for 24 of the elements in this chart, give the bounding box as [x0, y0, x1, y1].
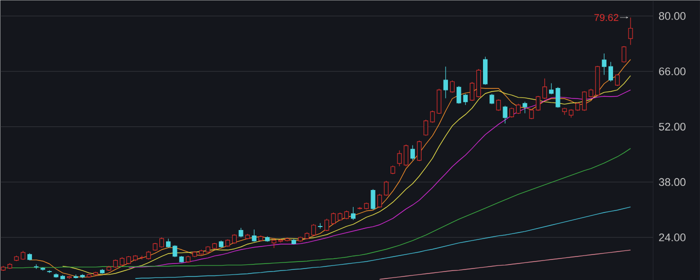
candlestick	[179, 256, 184, 263]
candlestick	[272, 238, 276, 248]
candlestick	[113, 259, 118, 268]
y-tick-label: 24.00	[659, 233, 686, 242]
candlestick	[304, 232, 310, 240]
candlestick	[80, 274, 85, 278]
y-tick-label: 52.00	[658, 122, 686, 130]
y-tick-label: 80.00	[659, 12, 686, 20]
candlestick	[436, 88, 442, 114]
candlestick	[338, 212, 342, 221]
candlestick	[47, 270, 52, 274]
candlestick	[496, 98, 501, 112]
candlestick	[238, 227, 244, 238]
candlestick	[14, 255, 19, 262]
candlestick	[622, 46, 626, 63]
annotation: 79.62	[594, 14, 618, 21]
candlestick	[364, 202, 369, 210]
candlestick	[206, 246, 210, 253]
candlestick	[562, 107, 567, 115]
line-series	[379, 250, 631, 280]
y-tick-label: 38.00	[658, 178, 686, 186]
candlestick	[20, 250, 26, 260]
y-tick-label: 66.00	[659, 67, 686, 76]
candlestick	[529, 108, 534, 120]
